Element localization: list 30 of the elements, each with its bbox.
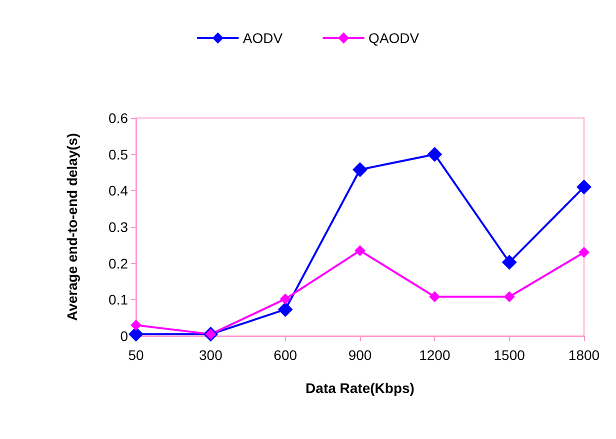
point xyxy=(429,291,440,302)
x-tick-label: 900 xyxy=(348,347,372,363)
x-tick-label: 1500 xyxy=(494,347,526,363)
x-tick-label: 1200 xyxy=(419,347,450,363)
y-tick-label: 0.4 xyxy=(108,182,128,199)
y-tick-label: 0 xyxy=(120,328,128,344)
x-tick-label: 50 xyxy=(128,347,144,363)
point xyxy=(504,291,515,302)
x-axis-title: Data Rate(Kbps) xyxy=(306,380,414,396)
point xyxy=(502,254,517,270)
y-axis-title: Average end-to-end delay(s) xyxy=(64,133,80,321)
legend-label: AODV xyxy=(242,30,284,46)
y-tick-label: 0.6 xyxy=(108,110,128,126)
point xyxy=(278,302,293,317)
y-tick-label: 0.5 xyxy=(108,146,128,162)
x-tick-label: 600 xyxy=(274,347,298,363)
point xyxy=(130,320,142,331)
point xyxy=(578,246,590,258)
point xyxy=(354,245,366,256)
x-tick-label: 300 xyxy=(198,347,223,363)
y-tick-label: 0.3 xyxy=(108,219,128,235)
y-tick-label: 0.2 xyxy=(108,255,128,272)
point xyxy=(576,180,592,195)
x-tick-label: 1800 xyxy=(568,347,600,363)
y-tick-label: 0.1 xyxy=(108,292,128,308)
point xyxy=(352,162,368,178)
point xyxy=(427,146,442,162)
point xyxy=(280,293,291,304)
point xyxy=(128,326,144,342)
legend-label: QAODV xyxy=(368,30,420,46)
